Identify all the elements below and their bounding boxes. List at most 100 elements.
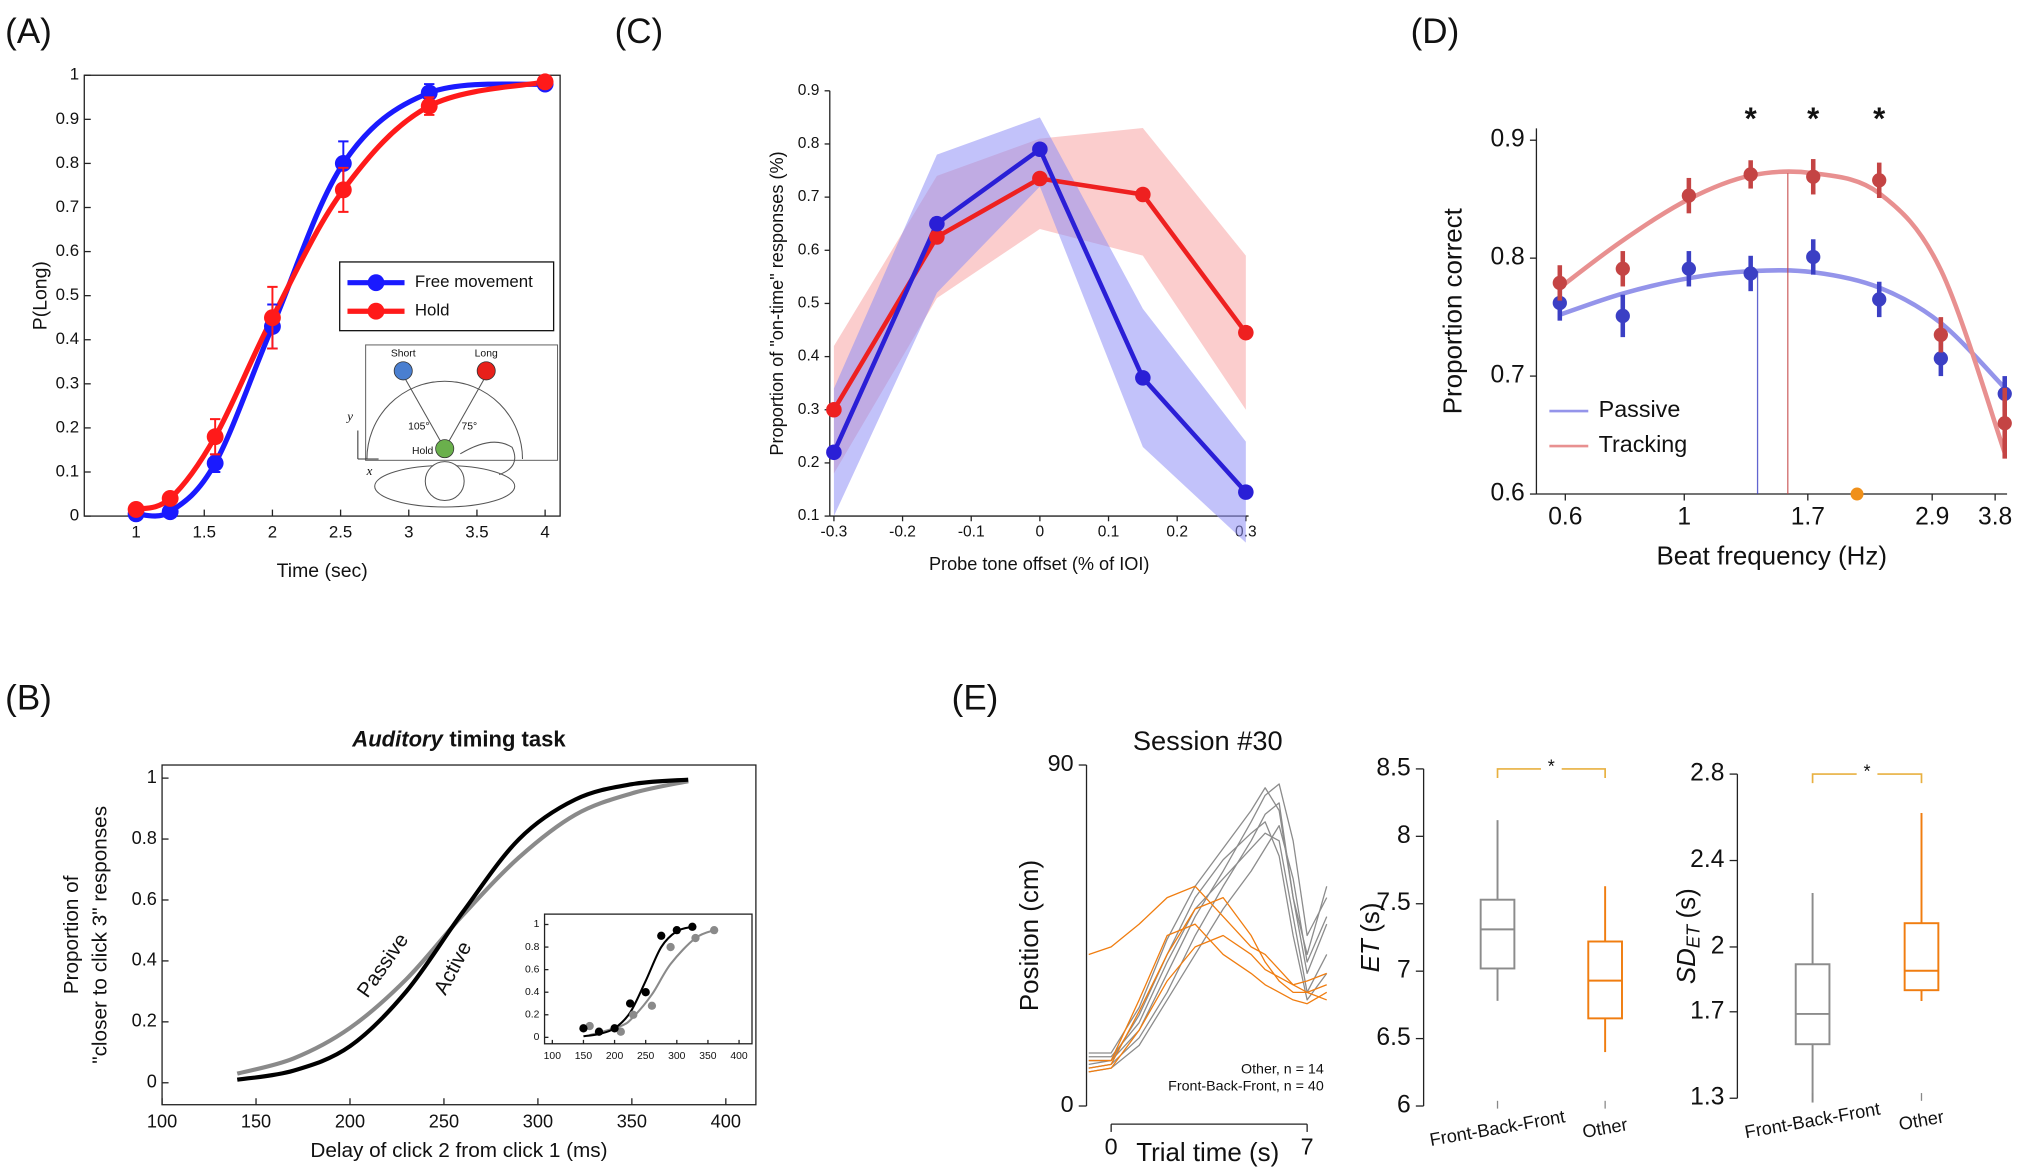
panel-label: (C) xyxy=(615,12,664,51)
x-tick-label: 350 xyxy=(617,1111,647,1131)
inset-label: x xyxy=(366,463,373,478)
x-tick-label: 350 xyxy=(699,1051,717,1062)
y-axis-label: SDET (s) xyxy=(1673,888,1703,984)
x-tick-label: 3.5 xyxy=(465,523,488,542)
marker xyxy=(1997,416,2012,431)
y-tick-label: 0.6 xyxy=(525,964,540,975)
marker xyxy=(594,1027,604,1036)
marker xyxy=(929,215,945,232)
y-tick-label: 0.3 xyxy=(56,373,79,392)
series-line xyxy=(1088,885,1327,1001)
marker xyxy=(1872,173,1887,188)
legend-label: Passive xyxy=(1599,396,1681,422)
legend-label: Tracking xyxy=(1599,431,1688,457)
y-tick-label: 0.8 xyxy=(798,135,820,152)
inset-label: Long xyxy=(475,349,498,360)
series-line xyxy=(1088,896,1327,1069)
chart-title: Auditory timing task xyxy=(351,726,566,751)
x-axis-label: Delay of click 2 from click 1 (ms) xyxy=(310,1139,607,1162)
y-tick-label: 0.8 xyxy=(132,828,157,848)
legend-label: Free movement xyxy=(415,272,533,291)
series-line xyxy=(1088,934,1327,1073)
marker xyxy=(420,97,438,115)
y-tick-label: 0.2 xyxy=(798,454,820,471)
marker xyxy=(1552,295,1567,311)
x-tick-label: 1 xyxy=(131,523,140,542)
sig-label: * xyxy=(1548,756,1555,776)
x-tick-label: 400 xyxy=(730,1051,748,1062)
y-tick-label: 0.9 xyxy=(1491,126,1525,153)
series-line xyxy=(1088,923,1328,1062)
series-line xyxy=(1088,787,1328,1054)
y-tick-label: 0.8 xyxy=(56,153,79,172)
y-tick-label: 0.8 xyxy=(525,942,540,953)
x-tick-label: -0.1 xyxy=(958,523,985,540)
y-tick-label: 0.1 xyxy=(56,461,79,480)
marker xyxy=(579,1024,588,1033)
y-axis-label-part: ET xyxy=(1357,937,1385,972)
marker xyxy=(161,490,179,507)
marker xyxy=(641,988,650,997)
y-tick-label: 0 xyxy=(70,506,79,525)
marker xyxy=(691,933,700,943)
y-axis-label-part: SD xyxy=(1673,948,1701,984)
x-tick-label: 3 xyxy=(404,523,413,542)
marker xyxy=(1743,167,1758,182)
marker xyxy=(629,1010,638,1019)
y-tick-label: 1 xyxy=(147,767,157,787)
marker xyxy=(1681,261,1696,276)
marker xyxy=(1615,308,1630,324)
marker xyxy=(688,922,697,931)
marker xyxy=(1135,370,1151,386)
x-tick-label: 400 xyxy=(711,1111,741,1131)
x-tick-label: 2 xyxy=(268,523,277,542)
marker xyxy=(710,925,719,935)
x-axis-label: Time (sec) xyxy=(277,560,368,582)
x-tick-label: 150 xyxy=(575,1051,593,1062)
legend-marker xyxy=(367,302,385,320)
y-axis-label-part: P(Long) xyxy=(30,261,52,330)
y-tick-label: 0.7 xyxy=(798,188,820,205)
marker xyxy=(1806,249,1821,265)
y-tick-label: 0.4 xyxy=(525,987,540,998)
y-tick-label: 2.8 xyxy=(1690,760,1724,787)
panel-label: (D) xyxy=(1411,12,1460,51)
sig-bracket xyxy=(1877,773,1923,784)
panel-label: (A) xyxy=(5,12,52,51)
y-axis-label-part: Position (cm) xyxy=(1016,860,1044,1011)
x-tick-label: 1.5 xyxy=(193,523,216,542)
arrow xyxy=(444,379,485,449)
panel-label: (E) xyxy=(952,678,999,717)
y-tick-label: 1.3 xyxy=(1690,1084,1724,1111)
inset-label: y xyxy=(345,409,353,424)
series-line xyxy=(1088,824,1328,1073)
panel-label: (B) xyxy=(5,678,52,717)
x-tick-label: 150 xyxy=(241,1111,271,1131)
y-tick-label: 8 xyxy=(1397,822,1411,849)
y-tick-label: 2.4 xyxy=(1690,846,1724,873)
y-tick-label: 0.8 xyxy=(1491,244,1525,271)
y-tick-label: 0.9 xyxy=(56,109,79,128)
legend-label: Other, n = 14 xyxy=(1241,1061,1324,1077)
highlight-point xyxy=(1850,487,1864,501)
inset-label: Short xyxy=(391,349,416,360)
hold-target xyxy=(435,439,455,459)
marker xyxy=(127,501,145,518)
marker xyxy=(672,925,681,935)
marker xyxy=(206,454,224,472)
y-tick-label: 0.4 xyxy=(132,950,157,970)
inset-label: Hold xyxy=(412,446,434,457)
x-tick-label: 100 xyxy=(544,1051,562,1062)
marker xyxy=(1238,324,1254,341)
x-tick-label: 2.5 xyxy=(329,523,352,542)
long-target xyxy=(476,361,496,381)
arm xyxy=(460,441,516,476)
x-tick-label: 100 xyxy=(147,1111,177,1131)
x-tick-label: -0.2 xyxy=(889,523,916,540)
y-tick-label: 0.3 xyxy=(798,401,820,418)
annotation: * xyxy=(1873,101,1886,136)
x-tick-label: 200 xyxy=(335,1111,365,1131)
marker xyxy=(1872,292,1887,307)
legend-label: Front-Back-Front, n = 40 xyxy=(1168,1078,1324,1094)
task-inset: Short Long 105° 75° Hold y x xyxy=(345,344,559,508)
